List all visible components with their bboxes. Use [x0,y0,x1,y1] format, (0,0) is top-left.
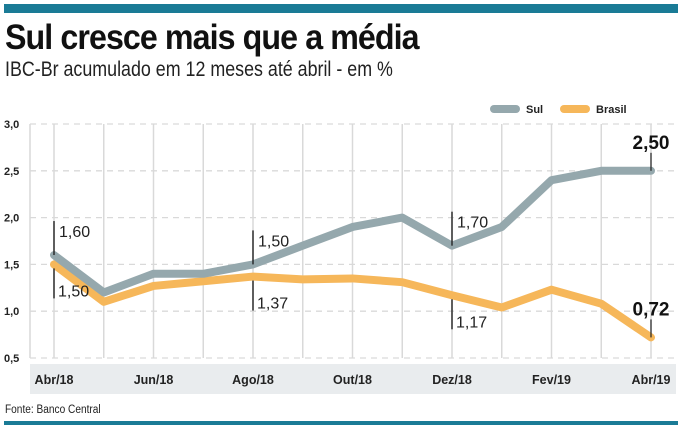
y-tick-label: 0,5 [4,353,19,365]
annotation-label: 1,50 [258,233,289,250]
x-axis-background [30,364,676,394]
x-tick-label: Abr/19 [632,373,671,387]
chart-subtitle: IBC-Br acumulado em 12 meses até abril -… [5,58,393,81]
bottom-accent-bar [4,421,678,425]
source-note: Fonte: Banco Central [5,404,101,416]
legend-swatch-sul [490,105,520,113]
y-axis: 3,0 2,5 2,0 1,5 1,0 0,5 [4,119,19,365]
y-tick-label: 3,0 [4,119,19,131]
x-tick-label: Ago/18 [232,373,274,387]
grid [29,123,676,359]
y-tick-label: 2,0 [4,213,19,225]
annotation-label: 1,37 [257,296,288,313]
x-tick-label: Fev/19 [532,373,571,387]
chart-title: Sul cresce mais que a média [5,18,420,57]
legend-label-sul: Sul [526,104,543,116]
x-tick-label: Abr/18 [35,373,74,387]
annotations: 1,60 1,50 1,50 1,37 1,70 1,17 2,50 0,72 [53,133,670,338]
annotation-label: 1,60 [59,224,90,241]
x-tick-label: Jun/18 [134,373,174,387]
annotation-label: 1,17 [456,314,487,331]
annotation-label: 0,72 [633,299,670,320]
x-tick-label: Dez/18 [432,373,472,387]
legend-label-brasil: Brasil [596,104,627,116]
y-tick-label: 1,5 [4,259,19,271]
y-tick-label: 2,5 [4,166,19,178]
x-tick-label: Out/18 [333,373,372,387]
legend-swatch-brasil [560,105,590,113]
y-tick-label: 1,0 [4,306,19,318]
x-axis-band [30,364,676,394]
legend: Sul Brasil [490,104,627,116]
top-accent-bar [4,4,678,13]
annotation-label: 1,50 [58,283,89,300]
annotation-label: 1,70 [457,215,488,232]
annotation-label: 2,50 [633,133,670,154]
x-axis: Abr/18 Jun/18 Ago/18 Out/18 Dez/18 Fev/19 Abr/… [35,373,671,387]
